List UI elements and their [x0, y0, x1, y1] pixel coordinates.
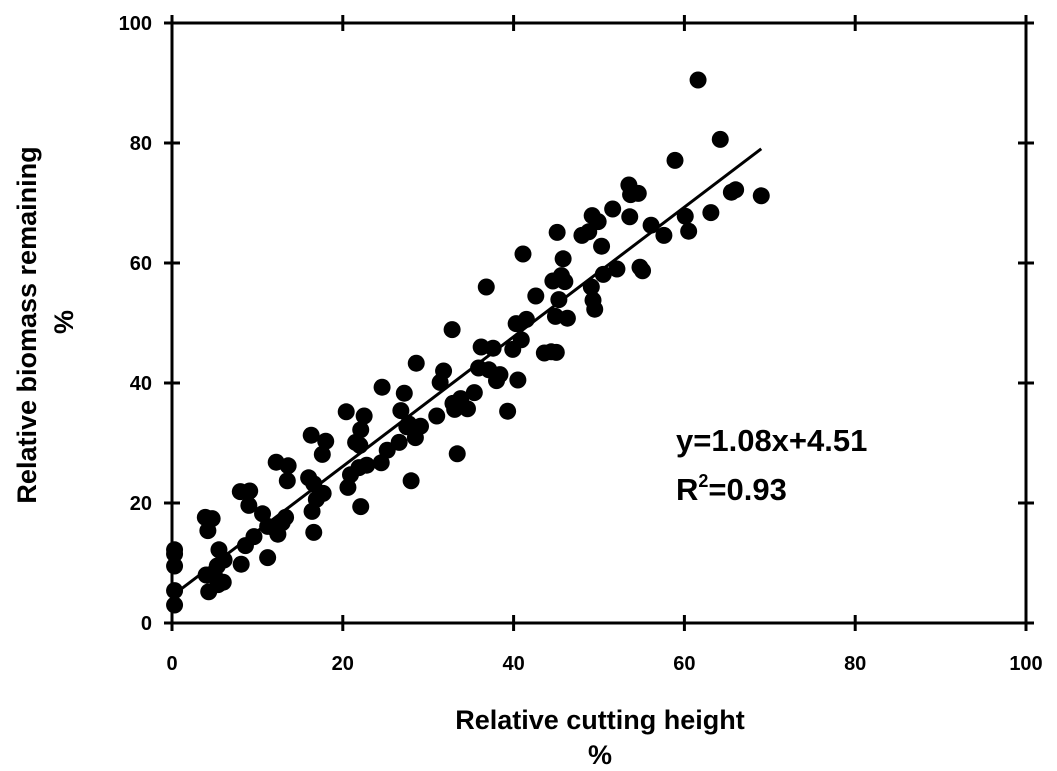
data-point	[355, 407, 373, 425]
data-point	[352, 498, 370, 516]
data-point	[554, 250, 572, 268]
r-squared-exponent: 2	[698, 471, 708, 491]
data-point	[548, 223, 566, 241]
trendline	[171, 147, 763, 598]
y-axis-ticks: 0 20 40 60 80 100	[119, 13, 1034, 635]
x-tick-label: 40	[502, 653, 524, 675]
r-squared-value: =0.93	[708, 472, 786, 507]
data-point	[593, 237, 611, 255]
data-point	[676, 207, 694, 225]
y-tick-label: 60	[130, 253, 152, 275]
trendline-group	[171, 147, 763, 598]
data-point	[390, 433, 408, 451]
data-point	[373, 378, 391, 396]
data-point	[428, 407, 446, 425]
data-point	[604, 200, 622, 218]
r-squared-prefix: R	[676, 472, 698, 507]
y-tick-label: 0	[141, 613, 152, 635]
data-point	[666, 151, 684, 169]
y-tick-label: 80	[130, 133, 152, 155]
data-point	[166, 596, 184, 614]
y-tick-label: 100	[119, 13, 152, 35]
data-point	[278, 472, 296, 490]
data-point	[214, 573, 232, 591]
data-point	[586, 300, 604, 318]
x-tick-label: 60	[673, 653, 695, 675]
x-tick-label: 100	[1009, 653, 1042, 675]
data-point	[240, 496, 258, 514]
data-point	[313, 445, 331, 463]
data-point	[407, 354, 425, 372]
data-point	[392, 402, 410, 420]
x-axis-ticks: 0 20 40 60 80 100	[166, 15, 1043, 675]
data-point	[621, 208, 639, 226]
data-point	[509, 371, 527, 389]
data-point	[527, 287, 545, 305]
data-point	[477, 278, 495, 296]
data-point	[711, 130, 729, 148]
x-tick-label: 80	[844, 653, 866, 675]
data-point	[395, 384, 413, 402]
data-point	[337, 403, 355, 421]
x-tick-label: 20	[332, 653, 354, 675]
data-point	[402, 472, 420, 490]
data-point	[241, 482, 259, 500]
data-point	[655, 226, 673, 244]
data-point	[629, 184, 647, 202]
data-point	[317, 432, 335, 450]
data-point	[352, 421, 370, 439]
data-point	[232, 555, 250, 573]
data-point	[372, 454, 390, 472]
data-point	[358, 456, 376, 474]
data-point	[689, 71, 707, 89]
plot-border	[170, 21, 1028, 625]
data-point	[608, 260, 626, 278]
data-point	[302, 426, 320, 444]
data-point	[443, 321, 461, 339]
data-point	[514, 245, 532, 263]
data-point	[203, 510, 221, 528]
data-point	[727, 181, 745, 199]
data-point	[556, 273, 574, 291]
data-point	[448, 445, 466, 463]
data-point	[259, 549, 277, 567]
data-point	[465, 384, 483, 402]
regression-equation: y=1.08x+4.51	[676, 423, 867, 458]
y-axis-title: Relative biomass remaining	[12, 146, 42, 503]
data-point	[491, 366, 509, 384]
data-point	[558, 309, 576, 327]
data-point	[412, 417, 430, 435]
data-point	[752, 187, 770, 205]
data-point	[166, 545, 184, 563]
plot-frame	[170, 21, 1028, 625]
data-point	[166, 582, 184, 600]
data-point	[305, 523, 323, 541]
y-tick-label: 20	[130, 493, 152, 515]
data-point	[547, 343, 565, 361]
data-point	[702, 204, 720, 222]
data-point	[499, 402, 517, 420]
data-point	[484, 339, 502, 357]
y-axis-unit: %	[49, 310, 79, 334]
data-point	[215, 551, 233, 569]
data-point	[339, 478, 357, 496]
data-points	[166, 71, 770, 614]
data-point	[589, 213, 607, 231]
data-point	[458, 400, 476, 418]
data-point	[435, 362, 453, 380]
data-point	[279, 457, 297, 475]
y-tick-label: 40	[130, 373, 152, 395]
data-point	[314, 484, 332, 502]
data-point	[634, 262, 652, 280]
r-squared-label: R2=0.93	[676, 471, 787, 507]
data-point	[351, 436, 369, 454]
x-axis-unit: %	[588, 740, 612, 770]
data-point	[680, 222, 698, 240]
x-tick-label: 0	[166, 653, 177, 675]
x-axis-title: Relative cutting height	[455, 705, 745, 735]
data-point	[166, 557, 184, 575]
